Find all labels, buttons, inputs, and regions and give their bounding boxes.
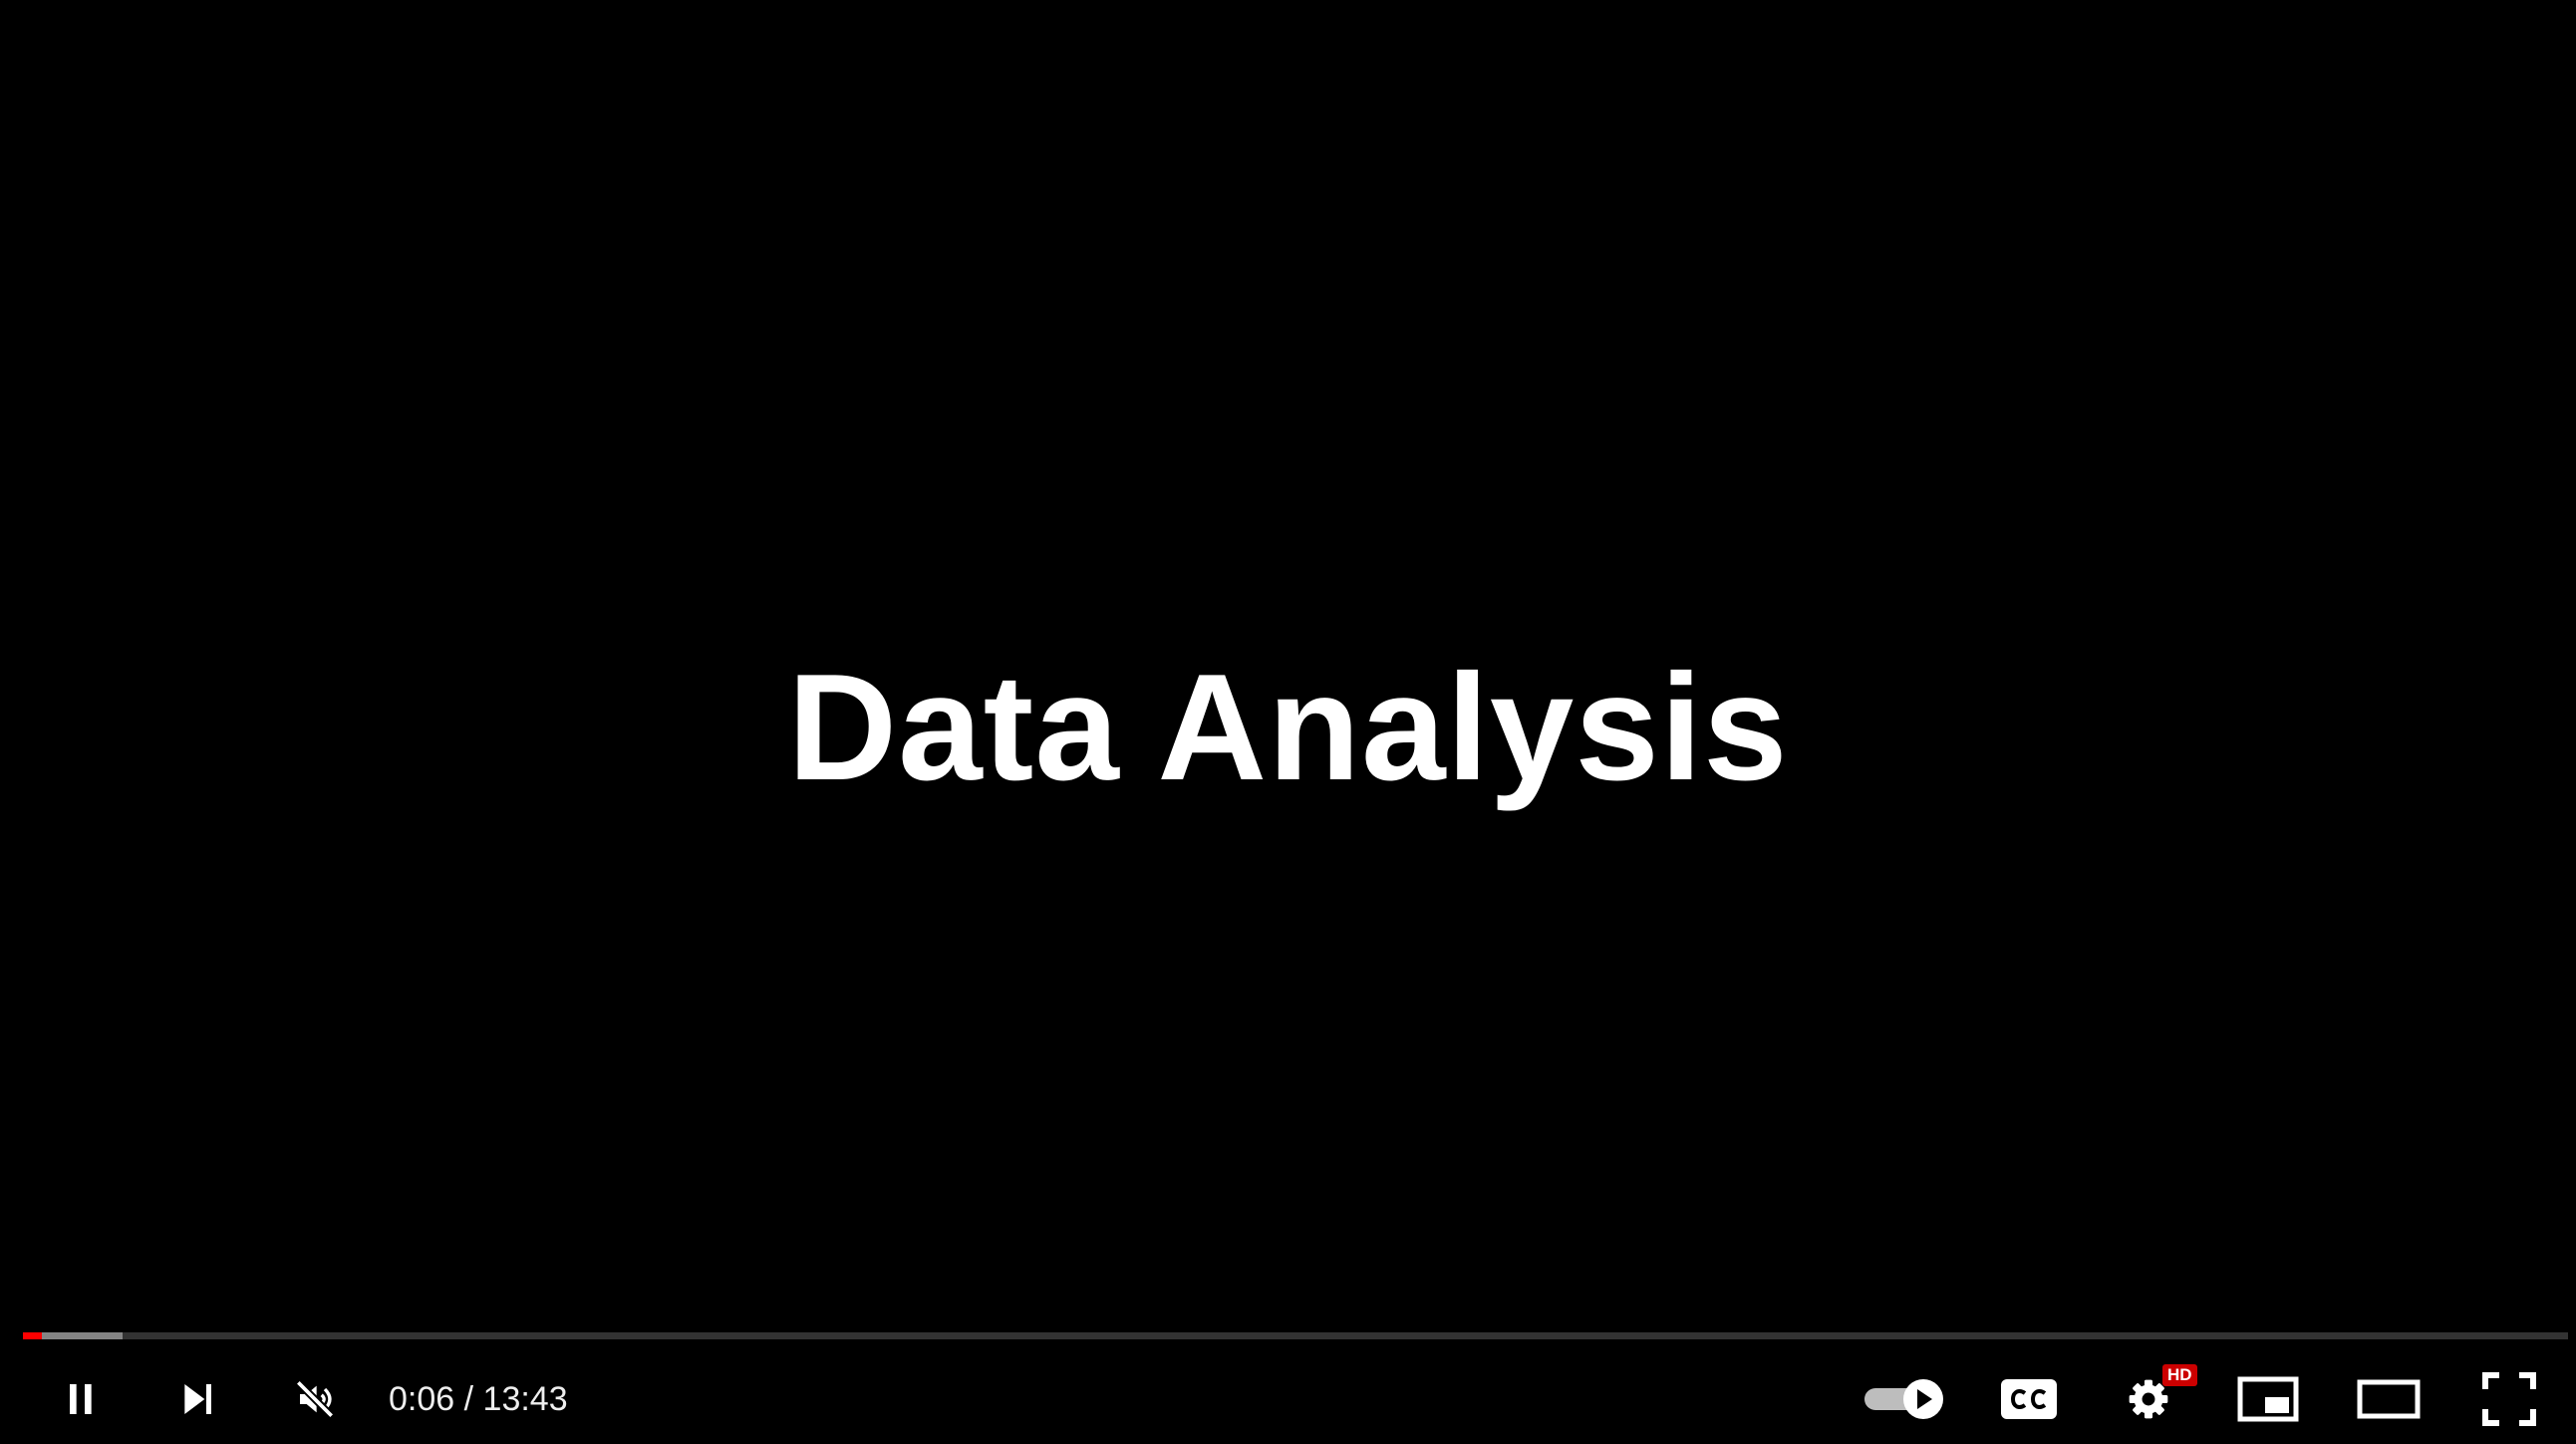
fullscreen-icon bbox=[2482, 1372, 2536, 1426]
time-display: 0:06 / 13:43 bbox=[389, 1373, 568, 1425]
next-icon bbox=[184, 1384, 211, 1414]
pause-button[interactable] bbox=[44, 1363, 116, 1435]
current-time: 0:06 bbox=[389, 1379, 455, 1418]
theater-mode-button[interactable] bbox=[2347, 1363, 2431, 1435]
autoplay-toggle[interactable] bbox=[1854, 1363, 1953, 1435]
progress-buffered bbox=[23, 1332, 123, 1339]
volume-muted-icon bbox=[295, 1379, 335, 1419]
settings-icon bbox=[2129, 1379, 2168, 1419]
captions-button[interactable] bbox=[1989, 1363, 2069, 1435]
controls-gradient bbox=[0, 1265, 2576, 1444]
theater-mode-icon bbox=[2357, 1379, 2421, 1419]
time-separator: / bbox=[454, 1379, 483, 1418]
mute-button[interactable] bbox=[279, 1363, 351, 1435]
next-button[interactable] bbox=[160, 1363, 232, 1435]
duration: 13:43 bbox=[482, 1379, 568, 1418]
video-slide-title: Data Analysis bbox=[787, 643, 1789, 812]
progress-played bbox=[23, 1332, 42, 1339]
miniplayer-button[interactable] bbox=[2228, 1363, 2308, 1435]
pause-icon bbox=[70, 1384, 92, 1414]
captions-icon bbox=[2001, 1379, 2057, 1419]
settings-button[interactable] bbox=[2111, 1363, 2186, 1435]
fullscreen-button[interactable] bbox=[2469, 1363, 2549, 1435]
progress-bar[interactable] bbox=[23, 1332, 2568, 1339]
hd-badge: HD bbox=[2162, 1364, 2197, 1386]
miniplayer-icon bbox=[2237, 1376, 2299, 1422]
autoplay-toggle-icon bbox=[1864, 1379, 1943, 1419]
